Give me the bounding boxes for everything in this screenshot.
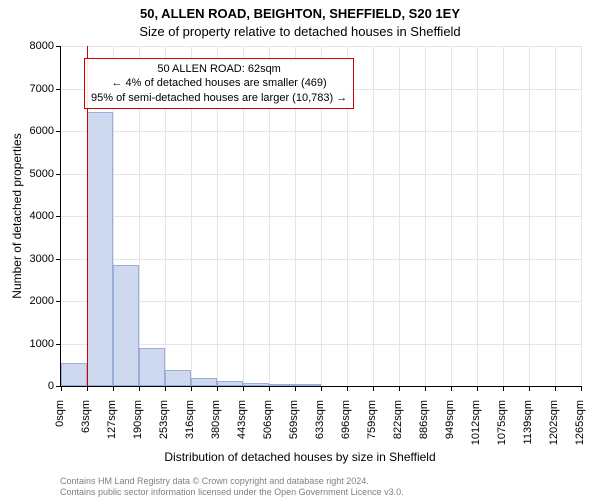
y-tick-label: 7000 (4, 83, 54, 95)
y-tick-label: 8000 (4, 40, 54, 52)
y-tick-mark (56, 174, 61, 175)
x-tick-mark (243, 386, 244, 391)
y-tick-label: 6000 (4, 125, 54, 137)
histogram-bar (61, 363, 87, 386)
credits-line1: Contains HM Land Registry data © Crown c… (60, 476, 404, 487)
x-tick-label: 569sqm (288, 400, 300, 460)
x-tick-mark (529, 386, 530, 391)
histogram-bar (139, 348, 165, 386)
x-tick-mark (321, 386, 322, 391)
y-tick-label: 3000 (4, 253, 54, 265)
histogram-bar (243, 383, 269, 386)
gridline-v (581, 46, 582, 386)
x-tick-label: 1075sqm (496, 400, 508, 460)
x-tick-mark (87, 386, 88, 391)
annotation-line3: 95% of semi-detached houses are larger (… (91, 91, 347, 105)
x-tick-label: 822sqm (392, 400, 404, 460)
y-tick-label: 1000 (4, 338, 54, 350)
y-tick-label: 2000 (4, 295, 54, 307)
y-tick-mark (56, 259, 61, 260)
x-tick-mark (165, 386, 166, 391)
x-tick-label: 190sqm (132, 400, 144, 460)
x-tick-label: 63sqm (80, 400, 92, 460)
y-tick-mark (56, 89, 61, 90)
x-tick-mark (555, 386, 556, 391)
gridline-v (503, 46, 504, 386)
x-tick-label: 253sqm (158, 400, 170, 460)
x-tick-mark (451, 386, 452, 391)
x-tick-label: 759sqm (366, 400, 378, 460)
gridline-v (373, 46, 374, 386)
histogram-bar (165, 370, 191, 386)
x-tick-label: 1265sqm (574, 400, 586, 460)
x-tick-mark (503, 386, 504, 391)
annotation-line2: ← 4% of detached houses are smaller (469… (91, 76, 347, 90)
gridline-v (399, 46, 400, 386)
x-tick-mark (191, 386, 192, 391)
gridline-v (529, 46, 530, 386)
chart-subtitle: Size of property relative to detached ho… (0, 24, 600, 39)
annotation-box: 50 ALLEN ROAD: 62sqm ← 4% of detached ho… (84, 58, 354, 109)
histogram-bar (295, 384, 321, 386)
y-tick-label: 4000 (4, 210, 54, 222)
x-tick-label: 380sqm (210, 400, 222, 460)
gridline-v (555, 46, 556, 386)
x-tick-mark (217, 386, 218, 391)
x-tick-label: 696sqm (340, 400, 352, 460)
x-tick-mark (425, 386, 426, 391)
x-tick-label: 1202sqm (548, 400, 560, 460)
y-tick-mark (56, 46, 61, 47)
histogram-bar (217, 381, 243, 386)
x-tick-label: 1139sqm (522, 400, 534, 460)
credits-line2: Contains public sector information licen… (60, 487, 404, 498)
gridline-v (425, 46, 426, 386)
y-tick-mark (56, 216, 61, 217)
x-tick-label: 443sqm (236, 400, 248, 460)
histogram-bar (87, 112, 113, 386)
x-tick-label: 886sqm (418, 400, 430, 460)
histogram-bar (269, 384, 295, 386)
credits: Contains HM Land Registry data © Crown c… (60, 476, 404, 498)
x-tick-mark (399, 386, 400, 391)
x-tick-mark (477, 386, 478, 391)
x-tick-mark (347, 386, 348, 391)
annotation-line1: 50 ALLEN ROAD: 62sqm (91, 62, 347, 76)
x-tick-label: 1012sqm (470, 400, 482, 460)
y-tick-mark (56, 131, 61, 132)
x-tick-mark (61, 386, 62, 391)
y-tick-label: 5000 (4, 168, 54, 180)
gridline-v (477, 46, 478, 386)
x-tick-label: 316sqm (184, 400, 196, 460)
y-tick-mark (56, 301, 61, 302)
x-tick-mark (581, 386, 582, 391)
x-tick-mark (113, 386, 114, 391)
gridline-v (451, 46, 452, 386)
x-tick-mark (269, 386, 270, 391)
x-tick-mark (373, 386, 374, 391)
x-tick-mark (139, 386, 140, 391)
x-tick-mark (295, 386, 296, 391)
y-tick-mark (56, 344, 61, 345)
chart-container: { "title_line1": "50, ALLEN ROAD, BEIGHT… (0, 0, 600, 500)
x-tick-label: 506sqm (262, 400, 274, 460)
x-tick-label: 0sqm (54, 400, 66, 460)
histogram-bar (113, 265, 139, 386)
y-tick-label: 0 (4, 380, 54, 392)
x-tick-label: 949sqm (444, 400, 456, 460)
histogram-bar (191, 378, 217, 387)
x-tick-label: 127sqm (106, 400, 118, 460)
chart-title-address: 50, ALLEN ROAD, BEIGHTON, SHEFFIELD, S20… (0, 6, 600, 21)
x-tick-label: 633sqm (314, 400, 326, 460)
